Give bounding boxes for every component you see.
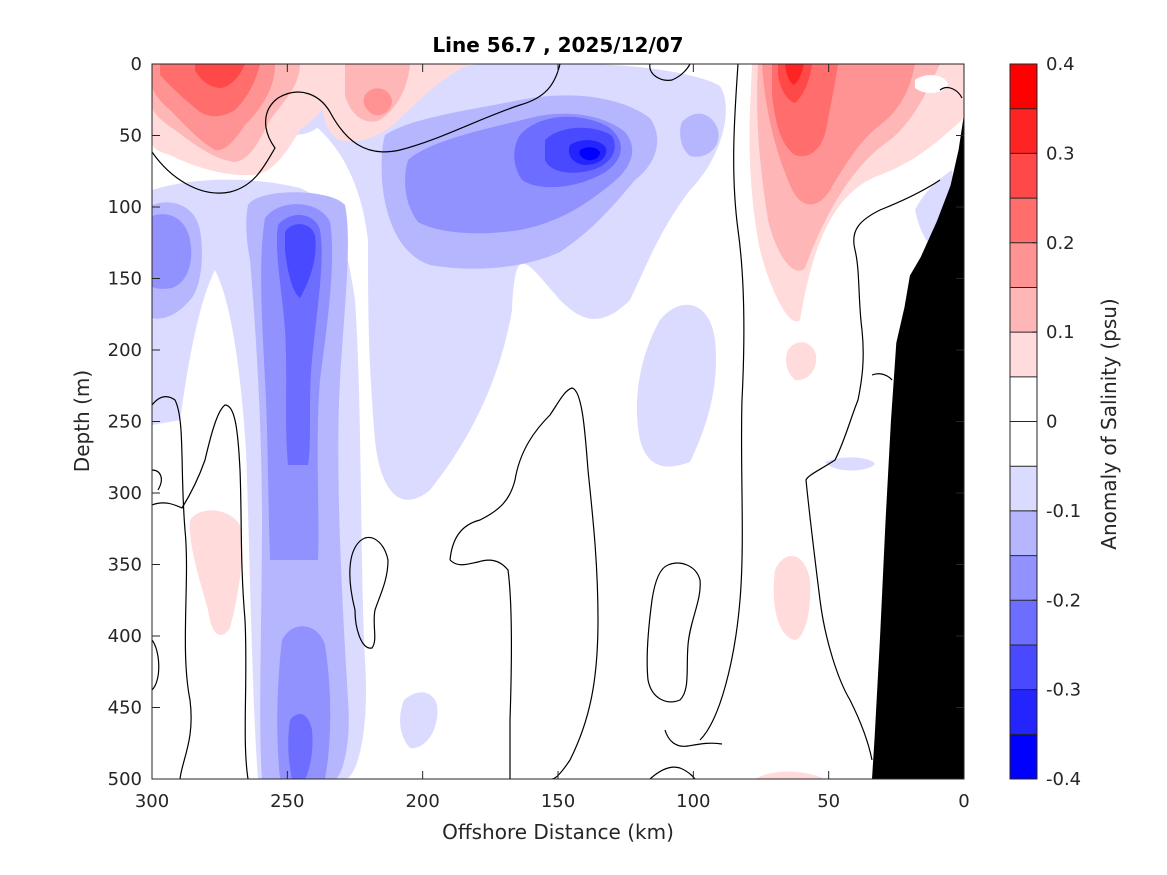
colorbar-swatch	[1010, 421, 1037, 467]
zero-contour-2	[699, 64, 745, 741]
y-tick-label: 150	[108, 269, 142, 290]
contour-pos-0.05-200m	[786, 342, 817, 381]
y-axis-label: Depth (m)	[70, 370, 94, 472]
chart-title: Line 56.7 , 2025/12/07	[432, 33, 683, 57]
colorbar-swatch	[1010, 466, 1037, 511]
zero-contour-15	[871, 373, 893, 381]
bathymetry-mask	[872, 114, 964, 779]
colorbar-tick-label: 0.2	[1046, 233, 1075, 254]
contour-pos-0.15-north	[363, 88, 392, 116]
colorbar-tick-label: 0.4	[1046, 54, 1075, 75]
colorbar-swatch	[1010, 332, 1037, 377]
colorbar-tick-label: 0	[1046, 412, 1057, 433]
colorbar-tick-label: -0.4	[1046, 769, 1081, 790]
y-axis: 0 50 100 150 200 250 300 350 400 450 500	[108, 54, 964, 790]
y-tick-label: 300	[108, 483, 142, 504]
contour-neg-0.05-150km	[636, 304, 716, 467]
zero-contour-8	[349, 536, 389, 649]
contour-neg-0.20-column	[276, 214, 322, 465]
colorbar-tick-label: 0.1	[1046, 322, 1075, 343]
contour-pos-0.05-bottom	[755, 771, 825, 779]
colorbar-swatch	[1010, 153, 1037, 199]
colorbar-swatch	[1010, 734, 1037, 779]
colorbar-label: Anomaly of Salinity (psu)	[1097, 298, 1121, 549]
zero-contour-7	[152, 404, 249, 779]
zero-contour-9	[449, 387, 599, 779]
y-tick-label: 200	[108, 340, 142, 361]
x-axis-label: Offshore Distance (km)	[442, 820, 674, 844]
contour-neg-0.05-small	[400, 692, 438, 749]
zero-contour-11	[646, 562, 701, 703]
zero-contour-3	[649, 64, 691, 81]
contour-neg-0.20-deep	[288, 714, 313, 779]
zero-contour-1	[152, 64, 561, 194]
contour-neg-0.25-column	[285, 224, 316, 298]
colorbar-swatch	[1010, 64, 1037, 109]
zero-contour-6	[152, 639, 160, 691]
zero-contour-5	[152, 469, 162, 491]
colorbar-tick-label: 0.3	[1046, 143, 1075, 164]
zero-contour-14	[805, 179, 941, 761]
colorbar-swatch	[1010, 376, 1037, 422]
contour-pos-0.25-nw	[195, 64, 245, 88]
x-tick-label: 300	[135, 791, 169, 812]
contour-pos-0.30-ne	[785, 64, 804, 85]
colorbar-tick-label: -0.1	[1046, 501, 1081, 522]
contour-neg-0.05-east	[825, 457, 875, 471]
x-tick-label: 0	[958, 791, 969, 812]
y-tick-label: 100	[108, 197, 142, 218]
colorbar-swatch	[1010, 108, 1037, 154]
zero-contours	[152, 64, 963, 779]
contour-neg-0.15-west	[152, 214, 192, 289]
colorbar-swatch	[1010, 287, 1037, 333]
colorbar-swatch	[1010, 689, 1037, 735]
zero-contour-10	[449, 559, 512, 779]
y-tick-label: 350	[108, 555, 142, 576]
zero-patch-ne	[915, 75, 948, 93]
contour-neg-0.35-core	[579, 147, 600, 161]
contour-pos-0.05-west-deep	[189, 510, 242, 635]
x-tick-label: 100	[676, 791, 710, 812]
colorbar-tick-label: -0.2	[1046, 590, 1081, 611]
contour-neg-0.10-100km	[680, 113, 719, 157]
colorbar-swatch	[1010, 555, 1037, 601]
colorbar-swatch	[1010, 198, 1037, 243]
x-tick-label: 200	[405, 791, 439, 812]
y-tick-label: 50	[119, 126, 142, 147]
contour-pos-0.05-350m	[773, 555, 811, 640]
y-tick-label: 0	[131, 54, 142, 75]
colorbar-swatch	[1010, 644, 1037, 690]
colorbar-swatch	[1010, 510, 1037, 556]
y-tick-label: 500	[108, 769, 142, 790]
zero-contour-13	[664, 729, 723, 747]
x-tick-label: 50	[817, 791, 840, 812]
colorbar-swatch	[1010, 242, 1037, 288]
zero-contour-4	[152, 396, 192, 779]
zero-contour-16	[939, 86, 963, 99]
colorbar-swatch	[1010, 600, 1037, 645]
y-tick-label: 250	[108, 412, 142, 433]
plot-area: 300 250 200 150 100 50 0 050100150200250300350…	[70, 54, 970, 844]
colorbar-tick-label: -0.3	[1046, 680, 1081, 701]
x-tick-label: 250	[270, 791, 304, 812]
x-axis: 300 250 200 150 100 50 0	[135, 64, 970, 812]
y-tick-label: 400	[108, 626, 142, 647]
x-tick-label: 150	[541, 791, 575, 812]
y-tick-label: 450	[108, 698, 142, 719]
colorbar: 0.4 0.3 0.2 0.1 0 -0.1 -0.2 -0.3 -0.4 Anomaly of…	[1009, 54, 1121, 790]
